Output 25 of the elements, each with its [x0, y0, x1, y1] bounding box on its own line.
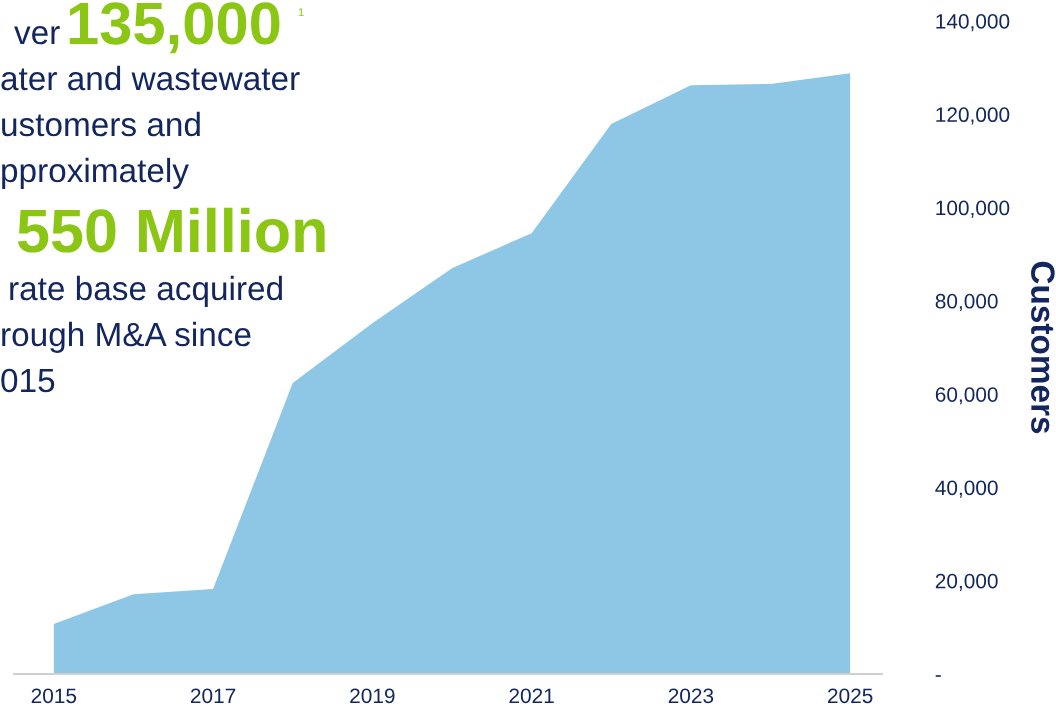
- annotation: 550 Million: [17, 207, 325, 253]
- x-tick-label: 2025: [828, 688, 873, 704]
- y-tick-label: 60,000: [935, 387, 998, 405]
- x-tick-label: 2019: [350, 688, 395, 704]
- y-tick-label: -: [935, 675, 941, 677]
- y-tick-label: 100,000: [936, 200, 1010, 218]
- y-tick-label: 120,000: [936, 107, 1010, 125]
- x-tick-label: 2021: [509, 688, 554, 704]
- annotation: ver: [14, 26, 60, 45]
- annotation: 015: [1, 368, 55, 393]
- y-tick-label: 140,000: [936, 14, 1010, 32]
- y-tick-label: 20,000: [935, 573, 998, 591]
- annotation: ater and wastewater: [1, 65, 300, 91]
- text: 1: [298, 8, 304, 16]
- annotation: 135,000: [69, 2, 280, 54]
- x-tick-label: 2017: [190, 688, 236, 704]
- x-tick-label: 2015: [31, 688, 77, 704]
- y-tick-label: 40,000: [935, 480, 998, 498]
- annotation: rough M&A since: [2, 321, 251, 353]
- annotation: pproximately: [2, 157, 189, 189]
- y-axis-title: Customers: [1031, 261, 1055, 434]
- y-tick-label: 80,000: [935, 293, 998, 312]
- annotation: rate base acquired: [10, 275, 282, 307]
- x-tick-label: 2023: [668, 688, 714, 704]
- annotation: ustomers and: [2, 111, 200, 137]
